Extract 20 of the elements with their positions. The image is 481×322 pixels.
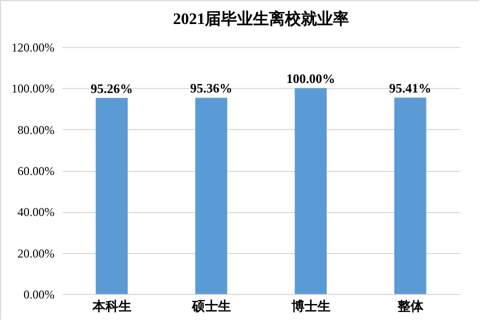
y-tick-label: 20.00% — [18, 246, 54, 260]
data-label: 100.00% — [286, 71, 336, 86]
y-tick-label: 60.00% — [18, 164, 54, 178]
chart-title: 2021届毕业生离校就业率 — [173, 9, 349, 28]
x-tick-label: 硕士生 — [190, 298, 231, 314]
x-tick-label: 博士生 — [290, 298, 330, 314]
y-tick-label: 120.00% — [12, 40, 54, 54]
x-tick-label: 本科生 — [91, 298, 132, 314]
x-tick-label: 整体 — [396, 298, 424, 314]
bar — [96, 98, 128, 294]
data-label: 95.26% — [90, 80, 133, 96]
y-tick-label: 80.00% — [18, 122, 54, 137]
y-tick-label: 40.00% — [18, 205, 54, 220]
bar — [195, 98, 228, 294]
data-label: 95.36% — [190, 80, 232, 96]
bar — [294, 88, 327, 294]
y-tick-label: 100.00% — [12, 82, 54, 96]
data-label: 95.41% — [389, 80, 432, 96]
y-tick-label: 0.00% — [24, 288, 54, 302]
bar — [394, 98, 426, 294]
